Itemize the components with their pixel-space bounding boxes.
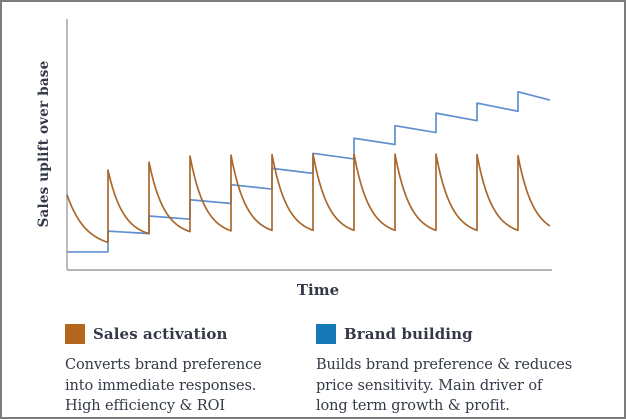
x-axis-label: Time (296, 281, 340, 299)
brand-building-swatch-icon (316, 323, 336, 344)
description-line: High efficiency & ROI (65, 398, 226, 414)
sales-activation-swatch-icon (65, 323, 85, 344)
description-line: Builds brand preference & reduces (316, 357, 573, 373)
sales-activation-line (66, 153, 551, 244)
description-line: into immediate responses. (65, 377, 257, 394)
sales-activation-description: Converts brand preference into immediate… (65, 355, 262, 417)
description-line: price sensitivity. Main driver of (316, 377, 543, 394)
brand-building-description: Builds brand preference & reduces price … (316, 355, 572, 417)
legend-sales-activation: Sales activation Converts brand preferen… (65, 323, 262, 417)
y-axis-label: Sales uplift over base (36, 60, 52, 228)
description-line: long term growth & profit. (316, 398, 510, 414)
legend-brand-building: Brand building Builds brand preference &… (316, 323, 572, 417)
legend-label-sales-activation: Sales activation (93, 324, 228, 343)
legend-row: Brand building (316, 323, 572, 344)
description-line: Converts brand preference (65, 357, 262, 373)
legend-label-brand-building: Brand building (344, 324, 473, 343)
legend-row: Sales activation (65, 323, 262, 344)
sales-uplift-chart (66, 19, 552, 271)
